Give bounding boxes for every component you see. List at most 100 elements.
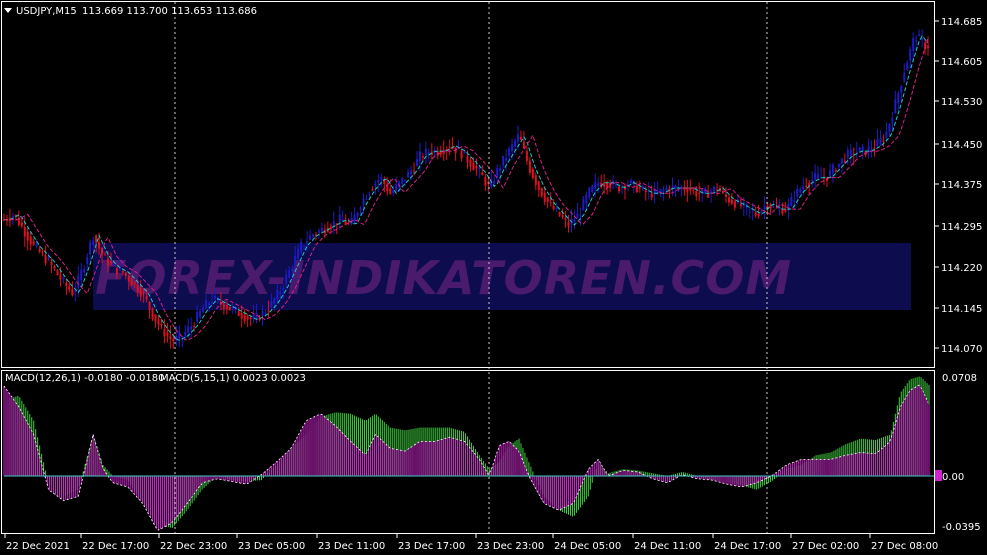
price-label: 114.220 [941, 263, 982, 274]
candle [421, 153, 424, 162]
candle [89, 239, 92, 265]
candle [303, 245, 306, 250]
candle [86, 253, 89, 272]
time-label: 24 Dec 17:00 [714, 541, 781, 552]
candle [849, 143, 852, 165]
candle [472, 157, 475, 171]
candle [591, 184, 594, 194]
candle [273, 296, 276, 312]
candle [665, 184, 668, 192]
candle [879, 130, 882, 147]
candle [74, 282, 77, 302]
price-label: 114.070 [941, 344, 982, 355]
candle [858, 147, 861, 152]
slow-ma-line [4, 38, 929, 341]
candle [490, 169, 493, 189]
candle [487, 175, 490, 192]
candle [240, 305, 243, 328]
candle [205, 294, 208, 309]
macd-current-marker [935, 470, 942, 481]
candle [282, 283, 285, 299]
macd-signal-line [3, 384, 929, 531]
candle [567, 214, 570, 233]
candle [799, 187, 802, 195]
candle [151, 307, 154, 321]
time-label: 22 Dec 17:00 [82, 541, 149, 552]
candle [68, 281, 71, 293]
candle [139, 280, 142, 302]
candle [386, 177, 389, 196]
macd-axis-label: -0.0395 [942, 522, 981, 533]
time-label: 23 Dec 17:00 [398, 541, 465, 552]
candle [540, 187, 543, 198]
candle [876, 129, 879, 148]
candle [561, 208, 564, 220]
candle [291, 264, 294, 282]
candle [733, 198, 736, 211]
candle [496, 164, 499, 182]
macd-chart[interactable] [3, 376, 934, 531]
candle [279, 285, 282, 301]
candle [365, 194, 368, 200]
candle [514, 137, 517, 155]
candle [552, 199, 555, 211]
candle [668, 185, 671, 199]
candle [727, 194, 730, 207]
candle [555, 202, 558, 212]
candle [5, 214, 8, 227]
candle [243, 308, 246, 325]
candle [493, 173, 496, 187]
candle [784, 201, 787, 213]
candle [730, 193, 733, 206]
symbol-dropdown-icon[interactable] [4, 8, 12, 13]
candle [219, 292, 222, 311]
candle [157, 315, 160, 331]
candle [136, 279, 139, 297]
candle [629, 178, 632, 185]
candle [202, 304, 205, 313]
candle [537, 180, 540, 197]
candle [228, 306, 231, 311]
candle [576, 202, 579, 219]
candle [187, 318, 190, 338]
candle [808, 179, 811, 196]
candle [106, 251, 109, 273]
candle [897, 91, 900, 110]
candle [130, 276, 133, 286]
candle [921, 29, 924, 48]
candle [47, 252, 50, 262]
ohlc-values: 113.669 113.700 113.653 113.686 [82, 6, 257, 17]
candle [92, 236, 95, 252]
candle [184, 325, 187, 340]
candle [314, 231, 317, 241]
candle [380, 173, 383, 188]
candle [53, 264, 56, 272]
time-axis: 22 Dec 2021 22 Dec 17:00 22 Dec 23:00 23 De… [4, 534, 938, 552]
candle [638, 180, 641, 193]
candle [618, 185, 621, 194]
candle [222, 301, 225, 315]
candle [754, 206, 757, 218]
candle [888, 123, 891, 137]
candle [469, 156, 472, 172]
price-axis: 114.685 114.605 114.530 114.450 114.375 114.2… [935, 17, 982, 355]
candle [392, 185, 395, 196]
candle [543, 186, 546, 206]
time-label: 27 Dec 08:00 [871, 541, 938, 552]
candle [169, 325, 172, 349]
candle [831, 162, 834, 183]
candle [249, 315, 252, 326]
candle [35, 239, 38, 249]
candle [546, 196, 549, 209]
candle [843, 153, 846, 165]
candle [481, 164, 484, 176]
candle [276, 283, 279, 303]
candle [748, 208, 751, 219]
candle [341, 210, 344, 221]
candle [56, 269, 59, 276]
candle [424, 141, 427, 164]
candle [124, 271, 127, 280]
price-chart[interactable] [3, 29, 930, 349]
candle [41, 248, 44, 257]
